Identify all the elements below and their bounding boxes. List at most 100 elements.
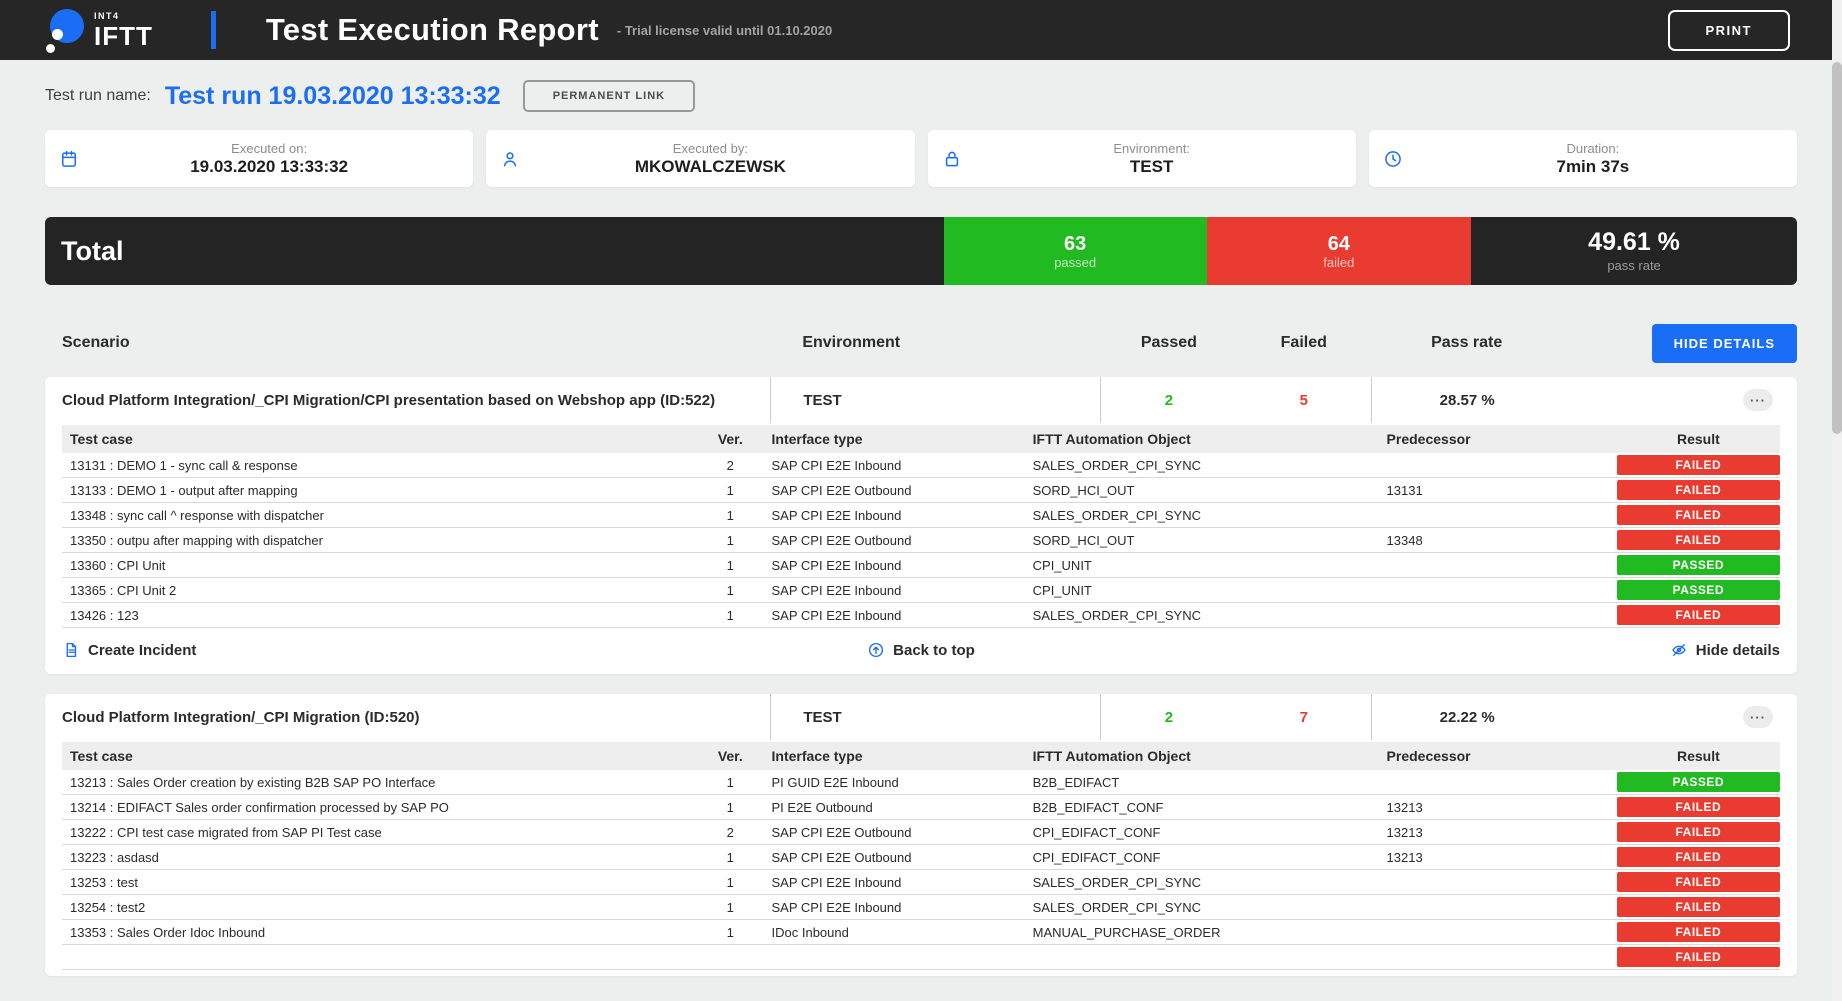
column-header-passed: Passed [1140,334,1197,351]
column-header-interface-type: Interface type [771,748,863,764]
test-case-automation-object: SALES_ORDER_CPI_SYNC [1032,507,1201,523]
test-case-name: 13222 : CPI test case migrated from SAP … [70,824,382,840]
arrow-up-circle-icon [869,642,884,658]
hide-details-button[interactable]: HIDE DETAILS [1651,323,1797,363]
executed-on-card: Executed on: 19.03.2020 13:33:32 [45,130,474,187]
test-case-name: 13350 : outpu after mapping with dispatc… [70,532,323,548]
result-badge: PASSED [1616,580,1780,600]
test-case-interface-type: SAP CPI E2E Inbound [771,507,902,523]
logo-top-text: INT4 [94,10,120,21]
card-label: Environment: [1113,140,1190,156]
test-case-row: 13223 : asdasd 1 SAP CPI E2E Outbound CP… [62,845,1780,870]
column-header-result: Result [1676,431,1720,447]
scenario-passed-count: 2 [1164,708,1174,726]
test-case-interface-type: SAP CPI E2E Inbound [771,874,902,890]
test-case-name: 13131 : DEMO 1 - sync call & response [70,457,298,473]
test-case-name: 13365 : CPI Unit 2 [70,582,177,598]
int4-iftt-logo: INT4 IFTT [42,6,153,54]
result-badge: FAILED [1616,605,1780,625]
test-case-automation-object: MANUAL_PURCHASE_ORDER [1032,924,1221,940]
column-header-predecessor: Predecessor [1386,431,1471,447]
test-case-name: 13353 : Sales Order Idoc Inbound [70,924,266,940]
eye-slash-icon [1672,644,1686,656]
card-value: MKOWALCZEWSK [634,156,786,176]
card-label: Executed on: [231,140,308,156]
back-to-top-link[interactable]: Back to top [867,641,975,659]
test-case-name: 13213 : Sales Order creation by existing… [70,774,436,790]
column-header-predecessor: Predecessor [1386,748,1471,764]
test-case-interface-type: SAP CPI E2E Outbound [771,824,912,840]
test-case-version: 1 [726,607,734,623]
test-case-automation-object: SORD_HCI_OUT [1032,482,1135,498]
result-badge: FAILED [1616,505,1780,525]
more-options-button[interactable]: ··· [1743,389,1773,411]
test-case-rows: 13213 : Sales Order creation by existing… [62,770,1780,970]
column-header-scenario: Scenario [62,334,130,351]
info-cards-row: Executed on: 19.03.2020 13:33:32 Execute… [0,130,1842,187]
test-case-interface-type: SAP CPI E2E Outbound [771,532,912,548]
test-case-version: 2 [726,457,734,473]
card-value: 19.03.2020 13:33:32 [190,156,349,176]
test-case-interface-type: SAP CPI E2E Inbound [771,582,902,598]
hide-details-link[interactable]: Hide details [1670,641,1780,659]
test-case-version: 1 [726,799,734,815]
scenario-passed-count: 2 [1164,391,1174,409]
card-value: 7min 37s [1556,156,1630,176]
calendar-icon [62,150,76,167]
test-case-row: 13133 : DEMO 1 - output after mapping 1 … [62,478,1780,503]
test-case-automation-object: SALES_ORDER_CPI_SYNC [1032,457,1201,473]
test-case-row: 13253 : test 1 SAP CPI E2E Inbound SALES… [62,870,1780,895]
print-button[interactable]: PRINT [1667,9,1790,51]
total-passed-count: 63 [1064,232,1087,255]
test-case-name: 13214 : EDIFACT Sales order confirmation… [70,799,449,815]
license-note: - Trial license valid until 01.10.2020 [616,22,833,38]
result-badge: FAILED [1616,530,1780,550]
total-label: Total [61,235,124,266]
test-case-interface-type: SAP CPI E2E Outbound [771,482,912,498]
create-incident-link[interactable]: Create Incident [62,641,196,659]
test-case-version: 1 [726,774,734,790]
scenario-failed-count: 7 [1299,708,1308,726]
scrollbar-thumb[interactable] [1832,62,1842,434]
test-case-interface-type: SAP CPI E2E Inbound [771,899,902,915]
test-case-predecessor: 13213 [1386,824,1423,840]
test-case-row: 13426 : 123 1 SAP CPI E2E Inbound SALES_… [62,603,1780,628]
result-badge: FAILED [1616,455,1780,475]
duration-card: Duration: 7min 37s [1368,130,1797,187]
total-failed-segment: 64 failed [1206,217,1472,285]
card-label: Duration: [1566,140,1620,156]
permanent-link-button[interactable]: PERMANENT LINK [522,80,696,112]
scenario-footer: Create Incident Back to top Hide details [45,628,1797,668]
test-run-name-label: Test run name: [45,87,151,104]
test-case-version: 1 [726,899,734,915]
total-passed-label: passed [1054,254,1097,270]
test-case-version: 1 [726,874,734,890]
total-failed-count: 64 [1327,232,1350,255]
test-case-predecessor: 13348 [1386,532,1423,548]
test-case-automation-object: SALES_ORDER_CPI_SYNC [1032,874,1201,890]
test-case-table-header: Test case Ver. Interface type IFTT Autom… [62,425,1780,453]
test-case-rows: 13131 : DEMO 1 - sync call & response 2 … [62,453,1780,628]
column-header-automation-object: IFTT Automation Object [1032,431,1191,447]
test-run-row: Test run name: Test run 19.03.2020 13:33… [0,60,1842,120]
test-case-row: 13348 : sync call ^ response with dispat… [62,503,1780,528]
result-badge: FAILED [1616,897,1780,917]
scenario-card: Cloud Platform Integration/_CPI Migratio… [45,377,1797,674]
test-case-row: 13213 : Sales Order creation by existing… [62,770,1780,795]
environment-card: Environment: TEST [927,130,1356,187]
scenario-card: Cloud Platform Integration/_CPI Migratio… [45,694,1797,976]
test-case-row: 13360 : CPI Unit 1 SAP CPI E2E Inbound C… [62,553,1780,578]
test-case-automation-object: CPI_UNIT [1032,582,1092,598]
result-badge: PASSED [1616,555,1780,575]
column-header-environment: Environment [802,334,901,351]
result-badge: FAILED [1616,797,1780,817]
vertical-scrollbar[interactable] [1832,0,1842,1001]
test-case-version: 1 [726,924,734,940]
test-case-interface-type: SAP CPI E2E Inbound [771,557,902,573]
column-header-ver: Ver. [717,431,743,447]
more-options-button[interactable]: ··· [1743,706,1773,728]
test-case-automation-object: SORD_HCI_OUT [1032,532,1135,548]
top-bar: INT4 IFTT Test Execution Report - Trial … [0,0,1842,60]
scenario-title: Cloud Platform Integration/_CPI Migratio… [62,391,716,409]
